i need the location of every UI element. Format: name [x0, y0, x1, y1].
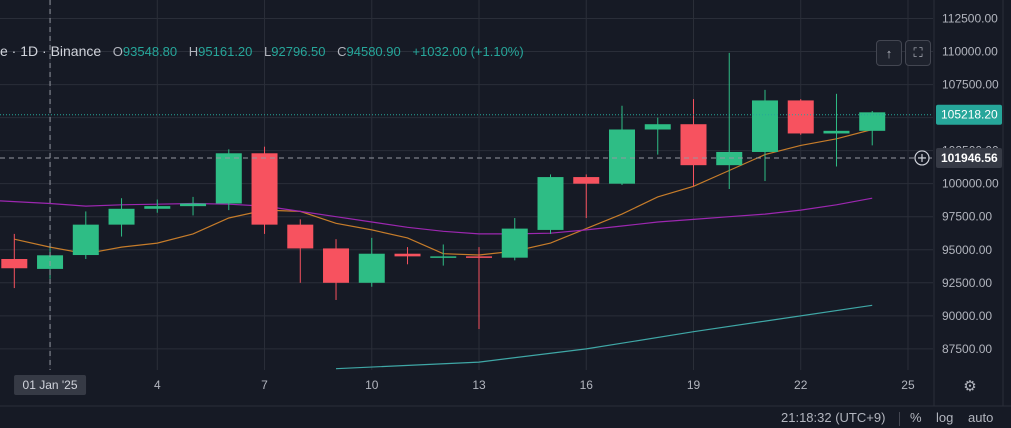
y-tick-label: 90000.00 — [942, 309, 992, 323]
candle-body — [323, 248, 350, 283]
candle-body — [680, 124, 707, 166]
close-value: 94580.90 — [346, 44, 401, 59]
symbol-label[interactable]: e · 1D · Binance — [0, 43, 102, 59]
crosshair-price-box — [936, 147, 1002, 168]
bottom-bar: 21:18:32 (UTC+9) % log auto — [0, 406, 1011, 428]
high-value: 95161.20 — [198, 44, 253, 59]
candle-body — [573, 177, 600, 184]
scroll-up-button[interactable]: ↑ — [876, 40, 902, 66]
y-tick-label: 92500.00 — [942, 276, 992, 290]
x-tick-label: 4 — [154, 378, 161, 392]
y-tick-label: 107500.00 — [942, 78, 999, 92]
candle-body — [716, 151, 743, 166]
x-tick-label: 19 — [687, 378, 701, 392]
high-label: H — [188, 44, 199, 59]
candle-body — [144, 206, 171, 209]
ohlc-header: e · 1D · Binance O93548.80 H95161.20 L92… — [0, 43, 524, 59]
y-tick-label: 97500.00 — [942, 210, 992, 224]
x-tick-highlight — [14, 375, 87, 395]
x-tick-label: 7 — [261, 378, 268, 392]
candle-body — [501, 228, 528, 258]
x-tick-label: 22 — [794, 378, 808, 392]
close-label: C — [337, 44, 347, 59]
candle-body — [287, 224, 314, 249]
divider — [899, 412, 900, 426]
candle-body — [609, 129, 635, 184]
open-label: O — [112, 44, 123, 59]
arrow-up-icon: ↑ — [885, 45, 893, 61]
last-price-box — [936, 104, 1002, 125]
clock-readout[interactable]: 21:18:32 (UTC+9) — [781, 410, 886, 425]
candle-body — [751, 100, 778, 152]
candle-body — [394, 253, 421, 257]
crosshair-price-label: 101946.56 — [941, 151, 998, 165]
x-tick-label: 13 — [472, 378, 486, 392]
candle-body — [180, 203, 207, 207]
percent-toggle[interactable]: % — [910, 410, 922, 425]
settings-button[interactable]: ⚙ — [958, 374, 982, 398]
x-tick-label: 10 — [365, 378, 379, 392]
low-value: 92796.50 — [271, 44, 326, 59]
ma-line — [335, 304, 873, 370]
candle-body — [72, 224, 99, 256]
y-tick-label: 110000.00 — [942, 45, 998, 59]
candle-body — [1, 259, 28, 269]
candle-body — [108, 208, 135, 225]
x-tick-label: 01 Jan '25 — [23, 378, 78, 392]
candle-body — [644, 124, 671, 130]
fullscreen-button[interactable]: ⛶ — [905, 40, 931, 66]
open-value: 93548.80 — [122, 44, 178, 59]
y-tick-label: 112500.00 — [942, 12, 998, 26]
candle-body — [430, 256, 457, 258]
change-value: +1032.00 (+1.10%) — [412, 44, 524, 59]
candle-body — [823, 130, 850, 134]
y-tick-label: 95000.00 — [942, 243, 992, 257]
last-price-label: 105218.20 — [941, 108, 998, 122]
y-tick-label: 100000.00 — [942, 177, 999, 191]
x-tick-label: 25 — [901, 378, 915, 392]
y-tick-label: 87500.00 — [942, 342, 992, 356]
candle-body — [466, 256, 493, 258]
candle-body — [215, 153, 242, 204]
gear-icon: ⚙ — [963, 378, 977, 395]
candle-body — [787, 100, 814, 134]
candle-body — [537, 177, 564, 230]
low-label: L — [264, 44, 272, 59]
fullscreen-icon: ⛶ — [913, 45, 923, 60]
auto-toggle[interactable]: auto — [968, 410, 994, 425]
log-toggle[interactable]: log — [936, 410, 954, 425]
candle-body — [251, 153, 278, 225]
x-tick-label: 16 — [580, 378, 594, 392]
candle-body — [358, 253, 385, 283]
candle-body — [859, 112, 886, 131]
